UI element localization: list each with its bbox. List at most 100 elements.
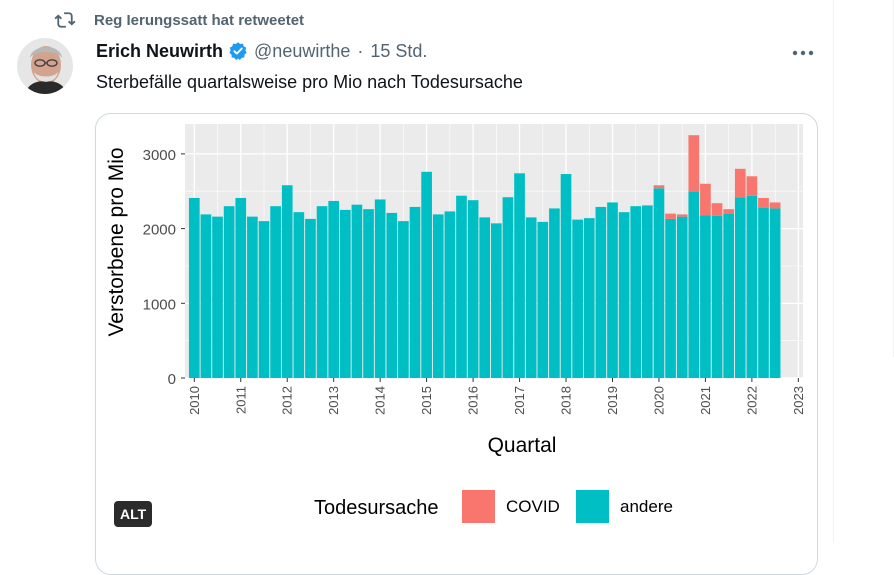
legend-swatch-covid	[462, 490, 495, 523]
bar-andere	[456, 195, 467, 378]
bar-andere	[305, 218, 316, 378]
bar-andere	[711, 215, 723, 378]
bar-andere	[734, 197, 746, 378]
bar-andere	[607, 202, 618, 378]
bar-covid	[758, 197, 769, 208]
y-tick-label: 2000	[143, 222, 176, 239]
bar-andere	[723, 213, 734, 378]
bar-andere	[665, 218, 676, 378]
more-dots-icon	[792, 50, 814, 56]
bar-covid	[688, 135, 700, 192]
bar-andere	[421, 171, 432, 378]
bar-andere	[758, 207, 769, 378]
x-tick-label: 2010	[187, 386, 202, 415]
bar-covid	[676, 214, 688, 217]
bar-andere	[386, 212, 398, 378]
axes: 0 1000 2000 3000 2010 2011 2012 2013 2014 2015 201…	[143, 147, 806, 415]
bar-andere	[769, 208, 781, 378]
x-tick-label: 2013	[326, 386, 341, 415]
x-axis-label: Quartal	[488, 434, 557, 457]
bar-andere	[490, 223, 502, 378]
tweet-time[interactable]: 15 Std.	[370, 40, 428, 61]
bar-andere	[223, 206, 235, 378]
bar-covid	[746, 176, 758, 196]
tweet-header: Erich Neuwirth @neuwirthe · 15 Std.	[96, 38, 427, 64]
tweet-text: Sterbefälle quartalsweise pro Mio nach T…	[96, 72, 523, 92]
author-handle[interactable]: @neuwirthe	[254, 40, 351, 61]
author-name[interactable]: Erich Neuwirth	[96, 40, 224, 61]
bar-andere	[339, 209, 351, 378]
x-tick-label: 2017	[512, 386, 527, 415]
bar-andere	[188, 197, 200, 378]
bar-andere	[247, 216, 258, 378]
y-tick-label: 0	[168, 371, 176, 388]
x-tick-label: 2015	[419, 386, 434, 415]
legend: Todesursache COVID andere	[314, 490, 673, 523]
bar-andere	[258, 221, 270, 378]
legend-label-covid: COVID	[506, 497, 560, 516]
x-tick-label: 2021	[698, 386, 713, 415]
bar-andere	[700, 215, 711, 378]
bar-andere	[281, 185, 293, 378]
y-axis-label: Verstorbene pro Mio	[105, 147, 128, 336]
bar-andere	[583, 218, 595, 378]
bar-andere	[444, 211, 456, 378]
chart-svg: 0 1000 2000 3000 2010 2011 2012 2013 2014 2015 201…	[105, 124, 806, 523]
bar-andere	[374, 199, 386, 378]
bar-andere	[467, 200, 479, 378]
bar-andere	[270, 206, 281, 378]
bar-andere	[525, 217, 537, 378]
bar-andere	[502, 197, 514, 378]
retweet-text[interactable]: Reg Ierungssatt hat retweetet	[94, 11, 305, 29]
y-tick-label: 3000	[143, 147, 176, 164]
legend-label-andere: andere	[620, 497, 673, 516]
x-tick-label: 2020	[651, 386, 666, 415]
bar-andere	[363, 209, 374, 378]
verified-badge-icon	[229, 42, 247, 61]
bar-andere	[351, 204, 363, 378]
bar-covid	[653, 185, 665, 189]
bar-andere	[653, 188, 665, 378]
bar-andere	[549, 208, 560, 378]
alt-text-badge[interactable]: ALT	[114, 501, 153, 527]
y-tick-label: 1000	[143, 296, 176, 313]
bar-andere	[514, 173, 525, 378]
x-tick-label: 2016	[466, 386, 481, 415]
separator-dot: ·	[357, 40, 364, 61]
x-tick-label: 2023	[791, 386, 806, 415]
bar-andere	[572, 219, 583, 378]
x-tick-label: 2019	[605, 386, 620, 415]
tweet-media-chart[interactable]: 0 1000 2000 3000 2010 2011 2012 2013 2014 2015 201…	[95, 113, 818, 575]
bar-andere	[293, 212, 305, 378]
bar-covid	[711, 203, 723, 216]
bar-covid	[769, 202, 781, 209]
x-tick-label: 2022	[744, 386, 759, 415]
timeline-divider	[833, 0, 834, 543]
avatar-image	[17, 38, 73, 94]
more-options-button[interactable]	[786, 40, 820, 66]
bar-andere	[560, 174, 572, 378]
bar-andere	[328, 200, 340, 378]
x-tick-label: 2014	[373, 386, 388, 415]
bar-andere	[641, 205, 653, 378]
bar-covid	[700, 183, 711, 216]
bar-andere	[212, 216, 223, 378]
legend-swatch-andere	[576, 490, 609, 523]
legend-title: Todesursache	[314, 497, 439, 519]
x-tick-label: 2011	[233, 386, 248, 414]
x-tick-label: 2018	[559, 386, 574, 415]
bar-covid	[723, 209, 734, 214]
bar-andere	[409, 206, 421, 378]
bar-andere	[537, 221, 549, 378]
bar-andere	[746, 195, 758, 378]
retweet-context[interactable]: Reg Ierungssatt hat retweetet	[54, 10, 304, 30]
bar-andere	[479, 217, 491, 378]
bar-andere	[688, 191, 700, 378]
bar-covid	[734, 168, 746, 198]
avatar[interactable]	[17, 38, 73, 94]
bar-covid	[665, 213, 676, 219]
bar-andere	[432, 214, 444, 378]
bars	[188, 135, 781, 378]
bar-andere	[595, 206, 607, 378]
bar-andere	[618, 212, 630, 378]
